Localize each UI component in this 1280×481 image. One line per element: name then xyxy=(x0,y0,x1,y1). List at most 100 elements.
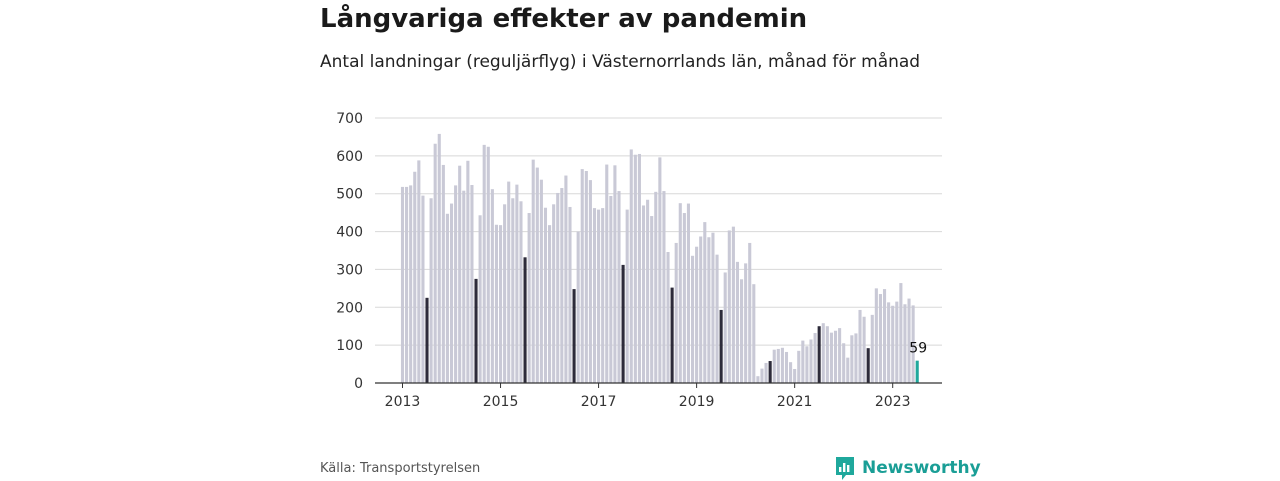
bar xyxy=(801,340,805,383)
y-tick-label: 700 xyxy=(336,111,363,127)
bar xyxy=(650,216,654,383)
bar xyxy=(417,160,421,383)
bar xyxy=(772,349,776,383)
bar xyxy=(789,362,793,383)
latest-value-label: 59 xyxy=(909,341,927,357)
bar xyxy=(735,261,740,383)
bar xyxy=(911,305,915,383)
bar xyxy=(425,297,429,383)
bar xyxy=(613,165,617,383)
x-tick-label: 2019 xyxy=(679,394,715,410)
bar xyxy=(695,246,699,383)
bar xyxy=(719,309,723,383)
bar xyxy=(899,283,903,383)
bar xyxy=(838,328,842,383)
bar xyxy=(584,171,588,383)
bar xyxy=(470,185,474,383)
bar xyxy=(490,189,494,383)
bar xyxy=(527,213,531,383)
bar xyxy=(764,362,768,383)
bar xyxy=(850,335,854,383)
bar xyxy=(674,242,678,383)
bar xyxy=(891,305,895,383)
bar xyxy=(617,191,621,383)
bar xyxy=(539,179,543,383)
bar xyxy=(498,225,503,383)
bar xyxy=(813,333,817,383)
bar xyxy=(878,294,882,383)
bar xyxy=(874,288,878,383)
bar xyxy=(703,222,707,383)
bar xyxy=(421,195,425,383)
bar xyxy=(654,191,658,383)
y-tick-label: 300 xyxy=(336,262,363,278)
bar xyxy=(560,188,564,383)
bar xyxy=(535,167,539,383)
bar xyxy=(711,232,715,383)
bar xyxy=(580,169,584,383)
bar xyxy=(756,376,760,383)
bar xyxy=(564,175,568,383)
bar xyxy=(723,272,727,383)
bar xyxy=(413,171,417,383)
y-tick-label: 600 xyxy=(336,149,363,165)
y-tick-label: 500 xyxy=(336,187,363,203)
bar xyxy=(601,208,605,383)
bar xyxy=(548,225,552,383)
bar xyxy=(629,149,633,383)
bar xyxy=(588,180,592,383)
bar xyxy=(805,346,809,383)
bar xyxy=(646,199,650,383)
bar xyxy=(784,351,789,383)
bar xyxy=(707,237,711,383)
bar xyxy=(400,186,405,383)
bar xyxy=(870,314,874,383)
bar xyxy=(503,204,507,383)
bar xyxy=(519,201,523,383)
bar xyxy=(445,213,449,383)
source-note: Källa: Transportstyrelsen xyxy=(320,461,481,476)
bar xyxy=(486,146,490,383)
bar xyxy=(699,236,703,383)
newsworthy-chart-icon xyxy=(836,457,854,480)
bar-latest xyxy=(915,360,919,383)
bar xyxy=(458,165,462,383)
x-tick-label: 2021 xyxy=(777,394,813,410)
bar xyxy=(572,289,576,383)
bar xyxy=(556,192,560,383)
bar xyxy=(903,304,907,383)
bar xyxy=(821,323,825,383)
bar xyxy=(842,343,846,383)
bar xyxy=(690,255,695,383)
bar xyxy=(731,226,735,383)
bar xyxy=(854,333,858,383)
bar xyxy=(686,203,690,383)
bar xyxy=(552,204,556,383)
bar xyxy=(454,185,458,383)
bar xyxy=(658,157,662,383)
bar xyxy=(895,301,899,383)
x-tick-label: 2013 xyxy=(385,394,421,410)
bar xyxy=(866,348,870,383)
bar xyxy=(641,205,646,383)
bar xyxy=(592,208,597,383)
bar xyxy=(605,164,609,383)
bar xyxy=(797,350,801,383)
bar xyxy=(441,164,445,383)
bar xyxy=(662,191,666,383)
bar xyxy=(625,209,629,383)
y-tick-label: 200 xyxy=(336,300,363,316)
bar xyxy=(862,316,866,383)
x-tick-label: 2023 xyxy=(875,394,911,410)
chart-title: Långvariga effekter av pandemin xyxy=(320,4,808,34)
brand-logo[interactable]: Newsworthy xyxy=(834,455,981,481)
bar xyxy=(670,287,674,383)
bar xyxy=(409,185,413,383)
bar xyxy=(507,181,511,383)
y-tick-label: 100 xyxy=(336,338,363,354)
bar xyxy=(678,203,682,383)
bar xyxy=(609,195,613,383)
bar xyxy=(523,257,527,383)
bar xyxy=(433,143,437,383)
bar xyxy=(887,302,891,383)
